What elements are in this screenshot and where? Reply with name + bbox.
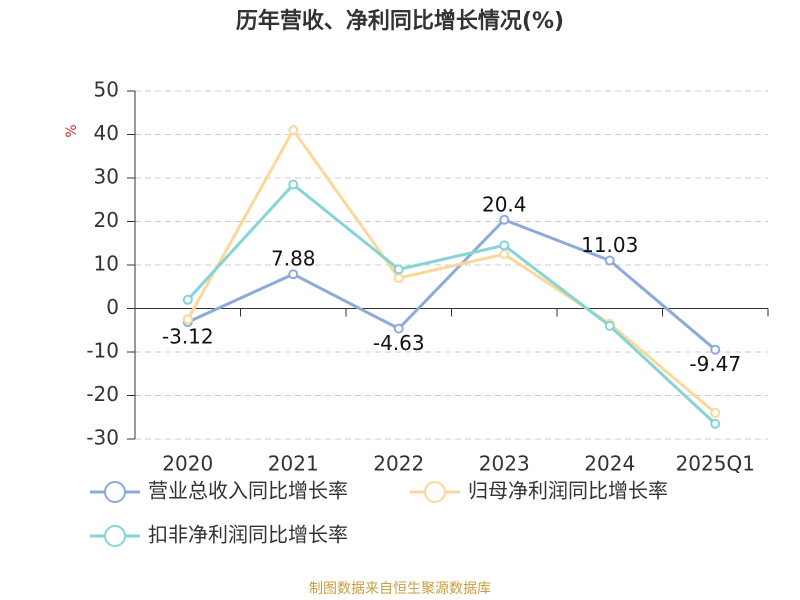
data-point [604, 320, 615, 331]
data-point [288, 125, 299, 136]
data-point [710, 418, 721, 429]
data-point [499, 249, 510, 260]
y-tick-label: 50 [94, 78, 119, 102]
y-tick-label: 0 [106, 295, 119, 319]
legend-marker [424, 481, 446, 503]
data-point [604, 255, 615, 266]
y-tick-label: 30 [94, 165, 119, 189]
legend-label: 扣非净利润同比增长率 [148, 523, 348, 547]
y-tick-label: -20 [86, 382, 119, 406]
series-line [186, 182, 717, 425]
data-point [710, 344, 721, 355]
x-tick-label: 2022 [373, 452, 424, 476]
data-point [288, 179, 299, 190]
legend-marker [104, 481, 126, 503]
y-tick-label: 20 [94, 208, 119, 232]
x-tick-label: 2024 [584, 452, 635, 476]
legend-marker [104, 525, 126, 547]
x-tick-label: 2025Q1 [676, 452, 755, 476]
data-point [182, 314, 193, 325]
data-point [499, 214, 510, 225]
x-tick-label: 2023 [479, 452, 530, 476]
series-line [187, 218, 717, 351]
data-point [288, 269, 299, 280]
data-point [182, 294, 193, 305]
x-tick-label: 2021 [268, 452, 319, 476]
y-tick-label: -30 [86, 426, 119, 450]
data-point [393, 323, 404, 334]
source-note: 制图数据来自恒生聚源数据库 [309, 581, 491, 597]
data-label: -9.47 [689, 352, 741, 376]
data-point [393, 273, 404, 284]
data-label: 7.88 [271, 247, 316, 271]
chart-title: 历年营收、净利同比增长情况(%) [236, 8, 564, 34]
data-label: 11.03 [581, 233, 638, 257]
data-label: -3.12 [162, 325, 214, 349]
data-point [499, 240, 510, 251]
y-axis-label: % [64, 124, 80, 137]
data-label: -4.63 [373, 331, 425, 355]
series-line [186, 127, 717, 415]
x-tick-label: 2020 [162, 452, 213, 476]
legend-label: 营业总收入同比增长率 [148, 479, 348, 503]
data-point [710, 407, 721, 418]
y-tick-label: 40 [94, 121, 119, 145]
data-label: 20.4 [482, 192, 527, 216]
y-tick-label: -10 [86, 339, 119, 363]
y-tick-label: 10 [94, 252, 119, 276]
data-point [393, 264, 404, 275]
legend-label: 归母净利润同比增长率 [468, 479, 668, 503]
